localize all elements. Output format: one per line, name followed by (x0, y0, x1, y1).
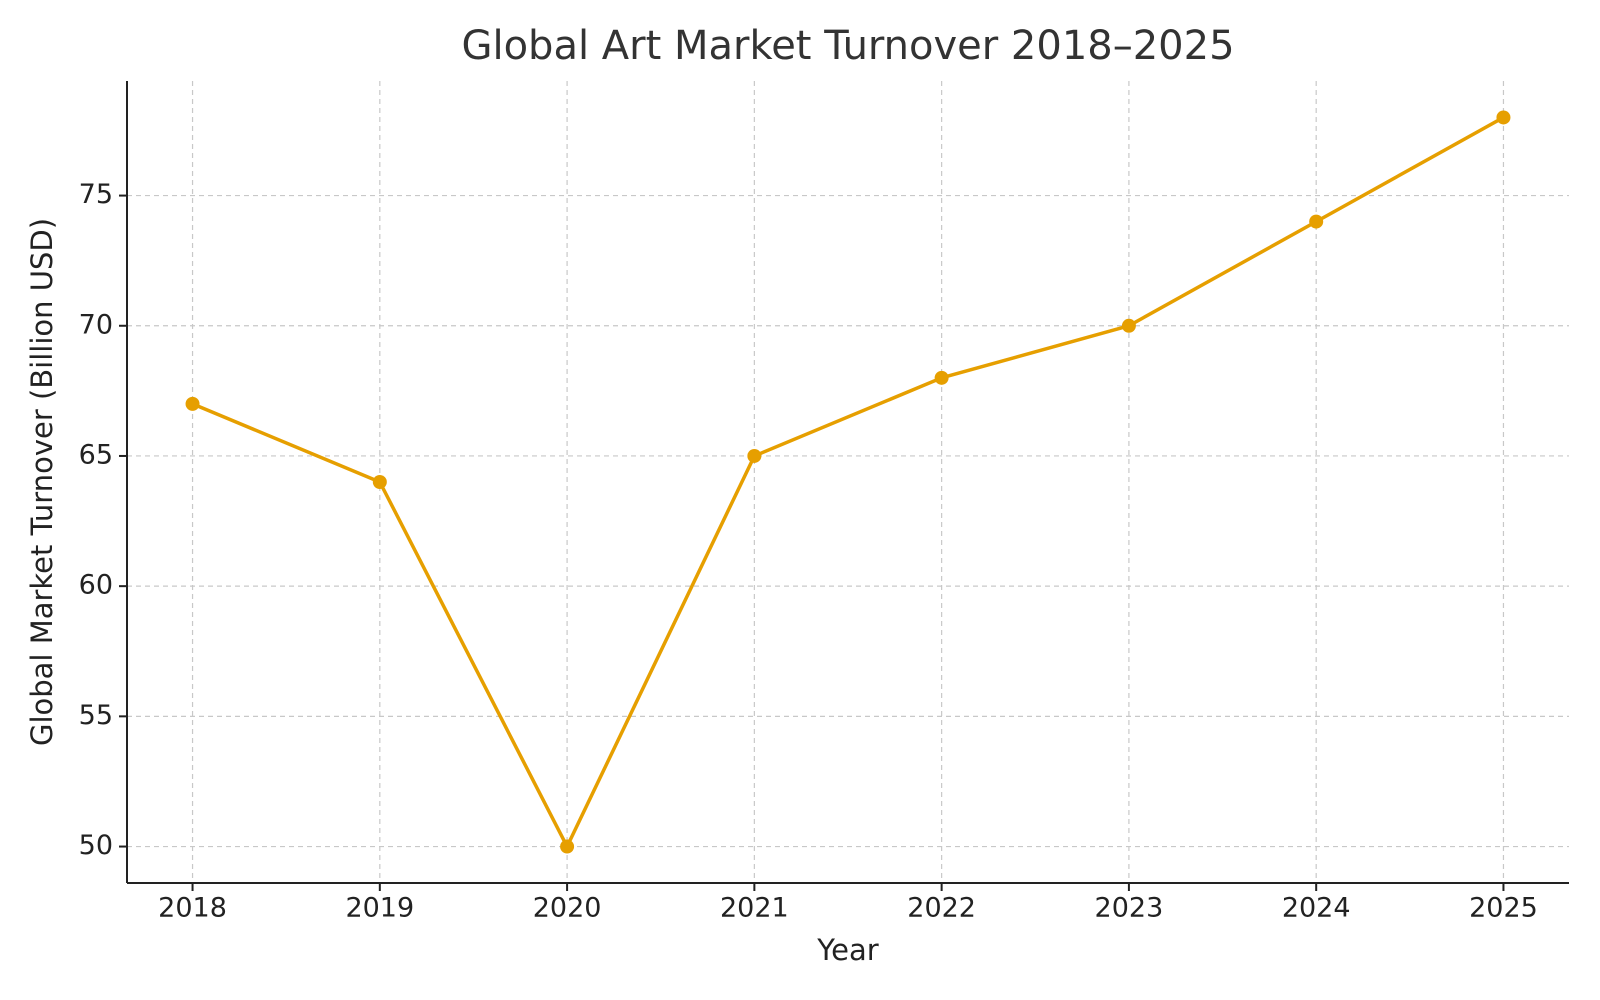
x-tick-label: 2022 (907, 893, 976, 924)
x-tick-label: 2024 (1282, 893, 1351, 924)
data-point (185, 396, 200, 411)
y-tick-label: 50 (79, 830, 113, 861)
x-tick-label: 2018 (158, 893, 227, 924)
y-tick-label: 60 (79, 570, 113, 601)
data-point (1121, 318, 1136, 333)
data-point (1496, 110, 1511, 125)
data-point (1309, 214, 1324, 229)
data-point (747, 448, 762, 463)
x-axis-label: Year (816, 933, 878, 967)
x-tick-label: 2025 (1469, 893, 1538, 924)
data-line (191, 115, 1505, 849)
data-point (934, 370, 949, 385)
y-tick-label: 75 (79, 179, 113, 210)
y-axis-label: Global Market Turnover (Billion USD) (25, 218, 59, 746)
x-tick-label: 2020 (533, 893, 602, 924)
x-tick-label: 2019 (345, 893, 414, 924)
x-tick-label: 2023 (1095, 893, 1164, 924)
y-tick-label: 65 (79, 439, 113, 470)
y-tick-label: 70 (79, 309, 113, 340)
data-point (372, 475, 387, 489)
x-tick-label: 2021 (720, 893, 789, 924)
chart-title: Global Art Market Turnover 2018–2025 (461, 23, 1234, 69)
data-point (560, 839, 575, 854)
y-tick-label: 55 (79, 700, 113, 731)
